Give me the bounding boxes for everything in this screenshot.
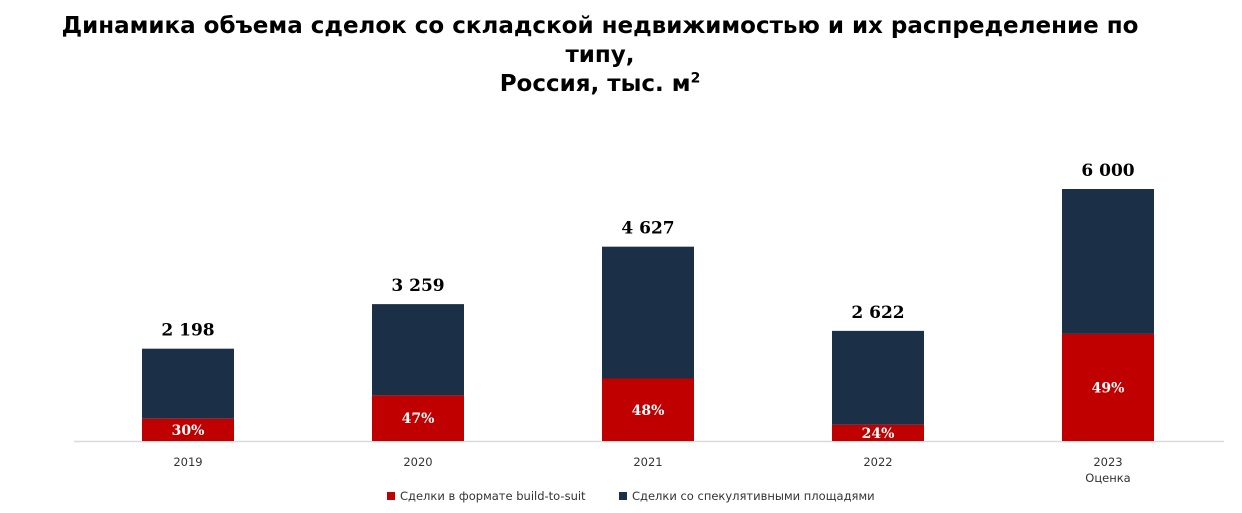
data-label-total-2021: 4 627	[621, 219, 674, 239]
bar-spec-2021	[602, 246, 694, 379]
x-tick-label-2021: 2021	[633, 455, 662, 469]
legend-item-spec: Сделки со спекулятивными площадями	[619, 489, 875, 503]
legend-label-bts: Сделки в формате build-to-suit	[400, 489, 586, 503]
data-label-bts-share-2019: 30%	[172, 423, 205, 439]
data-label-bts-share-2022: 24%	[862, 426, 895, 442]
bar-spec-2020	[372, 304, 464, 396]
legend-swatch-bts	[387, 492, 395, 500]
chart-title-line-3: Россия, тыс. м2	[0, 70, 1200, 99]
chart-title-line-1: Динамика объема сделок со складской недв…	[61, 13, 1139, 39]
data-label-bts-share-2021: 48%	[632, 403, 665, 419]
data-label-bts-share-2020: 47%	[402, 411, 435, 427]
bar-spec-2019	[142, 348, 234, 419]
data-label-total-2023: 6 000	[1081, 161, 1134, 181]
chart-title-superscript: 2	[690, 70, 701, 87]
x-tick-label-2019: 2019	[173, 455, 202, 469]
x-tick-label-2023: 2023	[1093, 455, 1122, 469]
data-label-total-2019: 2 198	[161, 321, 214, 341]
bar-bts-2023	[1062, 333, 1154, 441]
legend-swatch-spec	[619, 492, 627, 500]
data-label-total-2020: 3 259	[391, 276, 444, 296]
bar-bts-2022	[832, 424, 924, 441]
x-tick-label-2020: 2020	[403, 455, 432, 469]
bar-spec-2022	[832, 330, 924, 425]
chart-title-line-3-text: Россия, тыс. м	[499, 71, 691, 97]
legend: Сделки в формате build-to-suit Сделки со…	[0, 489, 1242, 505]
bar-bts-2019	[142, 418, 234, 441]
data-label-total-2022: 2 622	[851, 303, 904, 323]
legend-item-bts: Сделки в формате build-to-suit	[387, 489, 586, 503]
x-tick-sublabel-2023: Оценка	[1085, 471, 1130, 485]
bar-bts-2021	[602, 378, 694, 441]
bar-bts-2020	[372, 395, 464, 441]
bar-spec-2023	[1062, 189, 1154, 334]
legend-label-spec: Сделки со спекулятивными площадями	[632, 489, 875, 503]
data-label-bts-share-2023: 49%	[1092, 380, 1125, 396]
chart-title-line-2: типу,	[565, 42, 635, 68]
chart-title: Динамика объема сделок со складской недв…	[0, 12, 1200, 99]
x-tick-label-2022: 2022	[863, 455, 892, 469]
